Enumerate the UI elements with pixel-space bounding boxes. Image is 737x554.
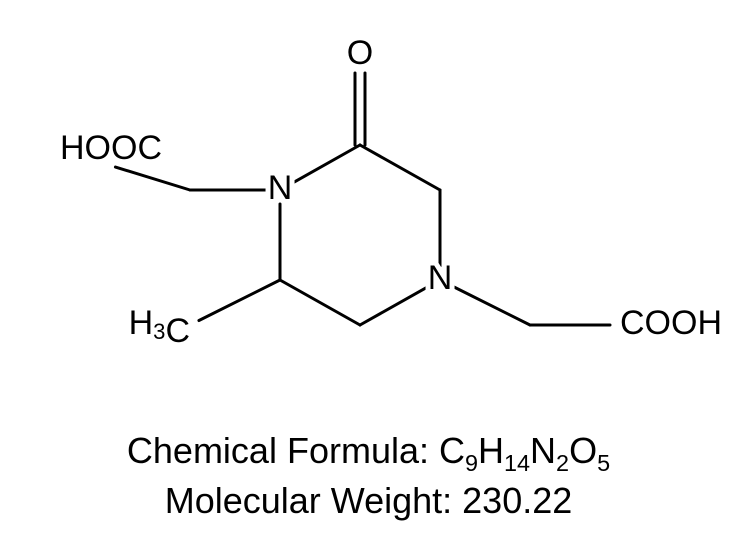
svg-text:N: N [268, 169, 293, 207]
svg-text:O: O [347, 34, 373, 72]
chemical-formula-text: Chemical Formula: C9H14N2O5 [0, 430, 737, 477]
svg-text:COOH: COOH [620, 304, 722, 342]
svg-text:HOOC: HOOC [60, 129, 162, 167]
formula-prefix: Chemical Formula: [127, 430, 439, 471]
molecule-diagram: OONNNNHOOCHOOCH3CH3CCOOHCOOH [0, 0, 737, 420]
svg-text:N: N [428, 259, 453, 297]
svg-text:H3C: H3C [129, 304, 190, 350]
molecular-weight-text: Molecular Weight: 230.22 [0, 480, 737, 522]
formula-value: C9H14N2O5 [439, 430, 610, 471]
